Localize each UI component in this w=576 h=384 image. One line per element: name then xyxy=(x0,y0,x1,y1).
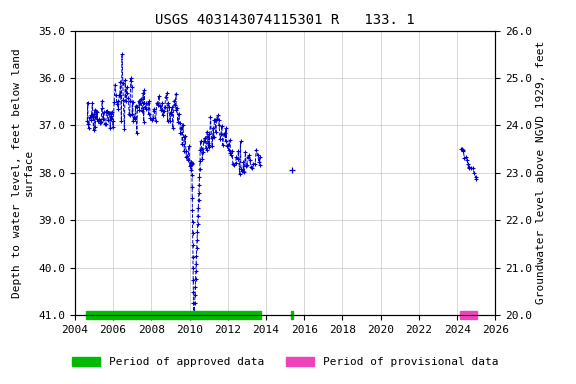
Title: USGS 403143074115301 R   133. 1: USGS 403143074115301 R 133. 1 xyxy=(156,13,415,27)
Y-axis label: Depth to water level, feet below land
surface: Depth to water level, feet below land su… xyxy=(13,48,34,298)
Bar xyxy=(86,311,262,319)
Y-axis label: Groundwater level above NGVD 1929, feet: Groundwater level above NGVD 1929, feet xyxy=(536,41,546,305)
Bar xyxy=(460,311,477,319)
Legend: Period of approved data, Period of provisional data: Period of approved data, Period of provi… xyxy=(67,353,503,372)
Bar xyxy=(291,311,293,319)
